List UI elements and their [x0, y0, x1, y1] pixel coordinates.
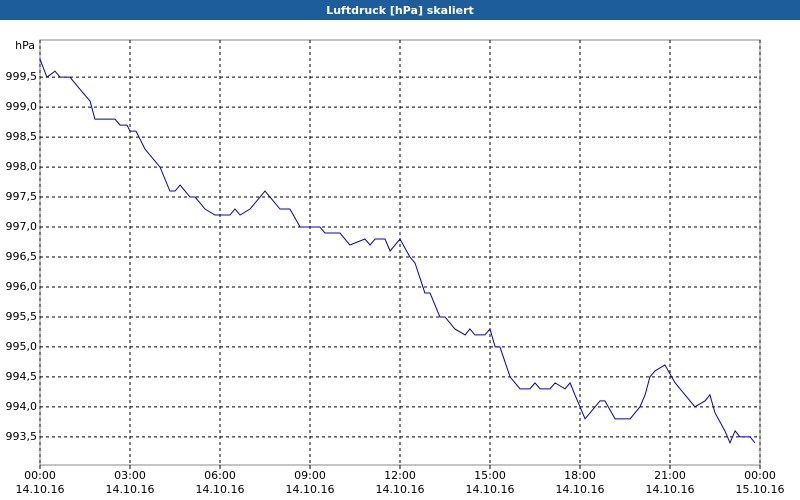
- tick-label-line: 15:00: [474, 469, 506, 482]
- tick-label-line: 14.10.16: [286, 483, 335, 496]
- y-tick-label: 995,5: [6, 310, 38, 323]
- tick-label-line: 18:00: [564, 469, 596, 482]
- chart-title: Luftdruck [hPa] skaliert: [326, 4, 474, 17]
- y-tick-label: 998,0: [6, 160, 38, 173]
- y-tick-label: 999,5: [6, 70, 38, 83]
- y-tick-label: 994,5: [6, 370, 38, 383]
- x-tick-label: 03:00 14.10.16: [106, 469, 155, 496]
- tick-label-line: 21:00: [654, 469, 686, 482]
- x-tick-label: 18:00 14.10.16: [556, 469, 605, 496]
- data-line: [39, 59, 756, 445]
- x-tick-label: 06:00 14.10.16: [196, 469, 245, 496]
- tick-label-line: 15.10.16: [736, 483, 785, 496]
- tick-label-line: 06:00: [204, 469, 236, 482]
- x-tick-label: 21:00 14.10.16: [646, 469, 695, 496]
- y-tick-label: 993,5: [6, 430, 38, 443]
- tick-label-line: 14.10.16: [106, 483, 155, 496]
- tick-label-line: 12:00: [384, 469, 416, 482]
- y-tick-label: 995,0: [6, 340, 38, 353]
- y-tick-label: 994,0: [6, 400, 38, 413]
- x-tick-label: 15:00 14.10.16: [466, 469, 515, 496]
- tick-label-line: 14.10.16: [16, 483, 65, 496]
- title-bar: [0, 0, 800, 20]
- tick-label-line: 14.10.16: [556, 483, 605, 496]
- tick-label-line: 14.10.16: [466, 483, 515, 496]
- y-axis-label: hPa: [15, 39, 35, 52]
- y-tick-label: 997,5: [6, 190, 38, 203]
- y-tick-label: 997,0: [6, 220, 38, 233]
- tick-label-line: 00:00: [744, 469, 776, 482]
- tick-label-line: 00:00: [24, 469, 56, 482]
- y-tick-label: 996,5: [6, 250, 38, 263]
- y-tick-label: 996,0: [6, 280, 38, 293]
- x-tick-label: 00:00 14.10.16: [16, 469, 65, 496]
- tick-label-line: 14.10.16: [646, 483, 695, 496]
- tick-label-line: 03:00: [114, 469, 146, 482]
- x-tick-label: 09:00 14.10.16: [286, 469, 335, 496]
- x-tick-label: 12:00 14.10.16: [376, 469, 425, 496]
- x-tick-label: 00:00 15.10.16: [736, 469, 785, 496]
- y-tick-label: 999,0: [6, 100, 38, 113]
- y-tick-label: 998,5: [6, 130, 38, 143]
- tick-label-line: 09:00: [294, 469, 326, 482]
- tick-label-line: 14.10.16: [196, 483, 245, 496]
- tick-label-line: 14.10.16: [376, 483, 425, 496]
